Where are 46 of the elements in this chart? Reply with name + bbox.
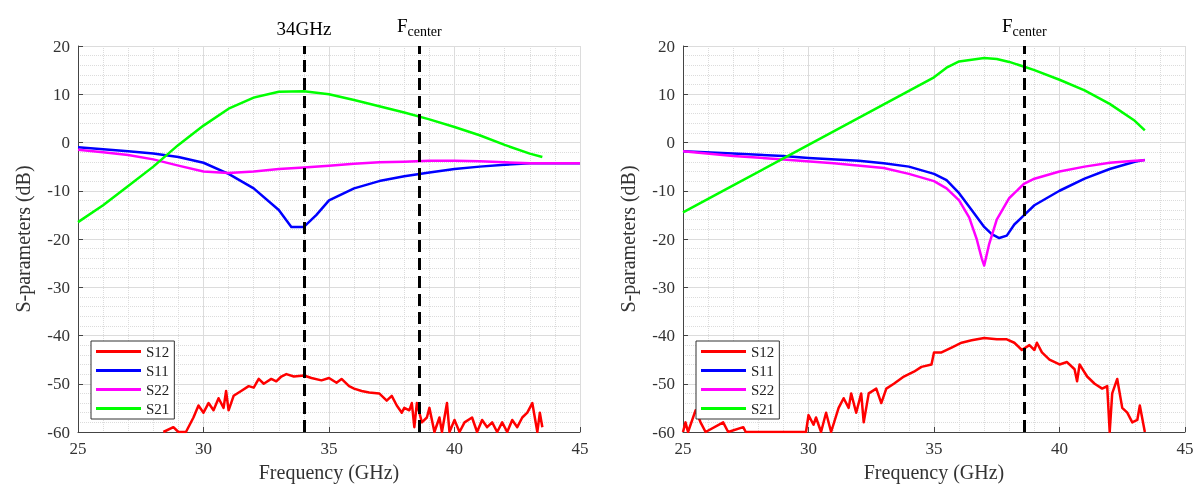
y-tick-label: -40 [47,326,70,345]
y-tick-label: -30 [652,277,675,297]
line-series [681,56,1147,214]
x-tick-label: 25 [69,439,87,458]
legend-label: S22 [146,381,170,398]
x-tick-label: 30 [195,439,212,458]
x-tick-label: 35 [320,439,338,458]
y-tick-label: -60 [652,422,675,442]
line-series [76,90,544,224]
y-tick-label: -30 [47,277,70,297]
legend-label: S11 [751,362,774,379]
x-tick-label: 35 [925,439,943,458]
y-axis-title: S-parameters (dB) [617,165,640,313]
x-tick-label: 30 [800,439,817,458]
line-series [76,148,582,175]
y-tick-label: -10 [47,181,70,201]
x-tick-label: 40 [446,439,463,458]
legend-label: S12 [146,343,170,360]
y-tick-label: 20 [53,36,70,56]
legend-label: S21 [751,400,775,417]
line-series [681,149,1147,267]
legend-label: S22 [751,381,775,398]
line-series [681,336,1147,434]
y-tick-label: -20 [652,229,675,249]
legend-label: S21 [146,400,170,417]
y-tick-label: 10 [53,84,70,104]
y-tick-label: 0 [666,133,675,152]
ref-line-label: 34GHz [276,18,332,39]
y-axis-title: S-parameters (dB) [12,165,35,313]
y-tick-label: -40 [652,326,675,345]
legend-label: S12 [751,343,775,360]
x-tick-label: 45 [571,439,589,458]
y-tick-label: -60 [47,422,70,442]
y-tick-label: -50 [652,374,675,394]
x-tick-label: 40 [1051,439,1068,458]
x-axis-title: Frequency (GHz) [863,461,1005,484]
x-tick-label: 45 [1176,439,1194,458]
y-tick-label: 0 [61,133,70,152]
x-tick-label: 25 [674,439,692,458]
y-tick-label: -10 [652,181,675,201]
y-tick-label: 20 [658,36,675,56]
y-tick-label: -20 [47,229,70,249]
legend-label: S11 [146,362,169,379]
y-tick-label: 10 [658,84,675,104]
y-tick-label: -50 [47,374,70,394]
x-axis-title: Frequency (GHz) [258,461,400,484]
